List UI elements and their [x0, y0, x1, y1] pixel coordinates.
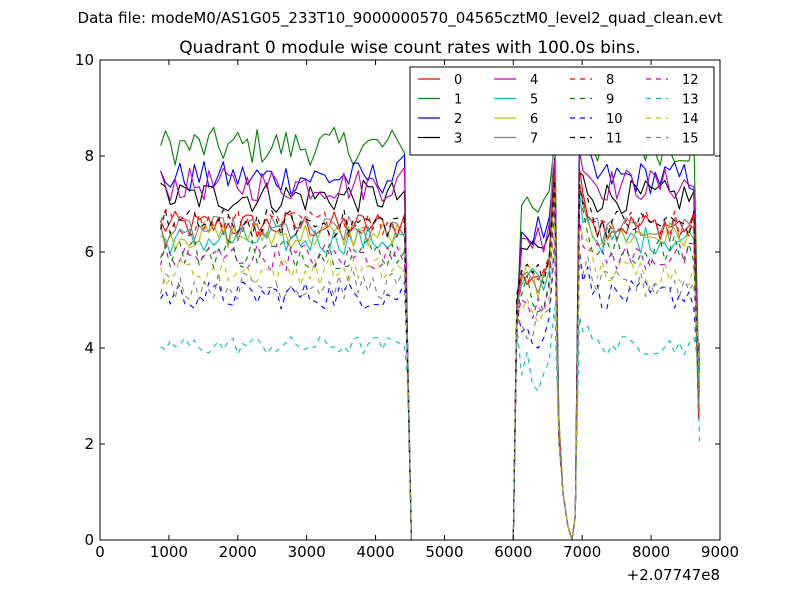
legend-label-6: 6: [530, 112, 538, 127]
y-tick-label: 0: [84, 531, 94, 549]
legend-label-5: 5: [530, 93, 538, 108]
legend-label-12: 12: [682, 73, 699, 88]
legend-label-2: 2: [454, 112, 462, 127]
legend-label-11: 11: [606, 132, 623, 147]
y-tick-label: 6: [84, 243, 94, 261]
series-line-14: [160, 222, 700, 540]
legend-label-8: 8: [606, 73, 614, 88]
series-layer: [160, 95, 700, 540]
x-tick-label: 2000: [219, 543, 257, 561]
y-tick-label: 2: [84, 435, 94, 453]
x-tick-label: 4000: [356, 543, 394, 561]
series-line-12: [160, 208, 700, 540]
series-line-15: [160, 237, 700, 540]
legend-box: [409, 66, 715, 156]
x-tick-label: 3000: [288, 543, 326, 561]
series-line-11: [160, 179, 700, 540]
plot-frame: [99, 59, 721, 541]
x-tick-label: 8000: [632, 543, 670, 561]
legend-label-0: 0: [454, 73, 462, 88]
legend-label-7: 7: [530, 132, 538, 147]
series-line-8: [160, 174, 700, 540]
chart-title: Quadrant 0 module wise count rates with …: [179, 38, 640, 58]
legend-label-14: 14: [682, 112, 699, 127]
series-line-10: [160, 246, 700, 540]
legend-label-10: 10: [606, 112, 623, 127]
legend-label-15: 15: [682, 132, 699, 147]
series-line-6: [160, 186, 700, 540]
series-line-4: [160, 150, 700, 540]
y-tick-label: 4: [84, 339, 94, 357]
series-line-13: [160, 306, 700, 540]
x-tick-label: 9000: [701, 543, 739, 561]
axes: 0 1000 2000 3000 4000 5000 6000 7000 8000 9000 0 2 4…: [75, 51, 739, 561]
legend-label-9: 9: [606, 93, 614, 108]
legend-label-4: 4: [530, 73, 538, 88]
x-offset-label: +2.07747e8: [627, 566, 720, 584]
legend-label-3: 3: [454, 132, 462, 147]
x-tick-label: 6000: [494, 543, 532, 561]
series-line-7: [160, 95, 700, 540]
x-tick-label: 0: [95, 543, 105, 561]
x-tick-label: 5000: [425, 543, 463, 561]
x-tick-label: 1000: [150, 543, 188, 561]
suptitle: Data file: modeM0/AS1G05_233T10_90000005…: [78, 9, 723, 28]
x-tick-label: 7000: [563, 543, 601, 561]
series-line-3: [160, 157, 700, 540]
legend-label-1: 1: [454, 93, 462, 108]
y-tick-label: 8: [84, 147, 94, 165]
y-tick-label: 10: [75, 51, 94, 69]
legend-label-13: 13: [682, 93, 699, 108]
